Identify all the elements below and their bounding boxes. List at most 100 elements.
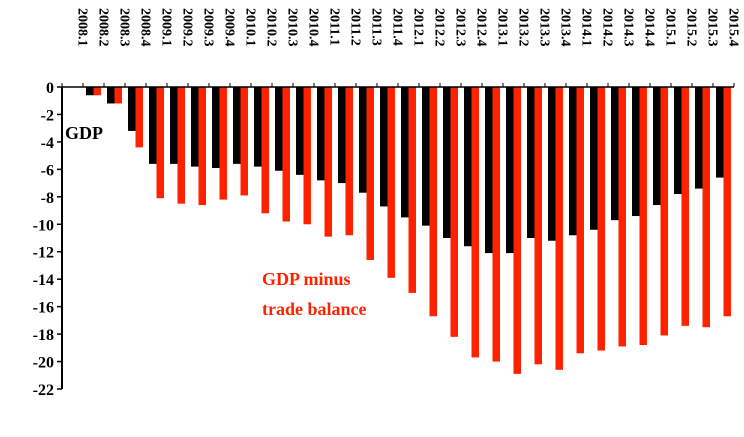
x-tick-label-2008.1: 2008.1: [75, 8, 90, 47]
gdp-minus-trade-balance-bar-2009.2: [177, 87, 185, 204]
gdp-bar-2012.3: [443, 87, 451, 238]
gdp-minus-trade-balance-bar-2012.1: [408, 87, 416, 293]
gdp-bar-2013.2: [506, 87, 514, 254]
gdp-bar-2010.3: [275, 87, 283, 171]
gdp-bar-2011.2: [338, 87, 346, 184]
gdp-minus-trade-balance-bar-2008.3: [114, 87, 122, 104]
gdp-series-annotation: GDP: [65, 123, 103, 143]
x-tick-label-2009.2: 2009.2: [180, 8, 195, 47]
gdp-minus-trade-balance-bar-2013.4: [555, 87, 563, 370]
gdp-bar-2010.1: [233, 87, 241, 164]
gdp-minus-trade-balance-bar-2015.1: [660, 87, 668, 336]
y-tick-label: -6: [41, 162, 54, 179]
x-tick-label-2009.3: 2009.3: [201, 8, 216, 47]
x-tick-label-2015.3: 2015.3: [705, 8, 720, 47]
x-tick-label-2008.2: 2008.2: [96, 8, 111, 47]
gdp-bar-2014.4: [632, 87, 640, 217]
gdp-minus-trade-balance-bar-2010.3: [282, 87, 290, 222]
gdp-bar-2008.3: [107, 87, 115, 104]
gdp-bar-2013.4: [548, 87, 556, 241]
gdp-bar-2011.4: [380, 87, 388, 207]
gdp-bar-2008.2: [86, 87, 94, 96]
x-tick-label-2011.2: 2011.2: [348, 8, 363, 46]
gdp-minus-trade-balance-bar-2009.3: [198, 87, 206, 206]
gdp-minus-trade-balance-bar-2015.2: [681, 87, 689, 326]
gdp-bar-2015.4: [716, 87, 724, 178]
y-tick-label: -14: [33, 272, 54, 289]
gdp-minus-trade-balance-bar-2013.3: [534, 87, 542, 365]
gdp-minus-trade-balance-bar-2009.1: [156, 87, 164, 199]
gdp-minus-trade-balance-bar-2011.1: [324, 87, 332, 237]
gdp-minus-trade-balance-bar-2011.2: [345, 87, 353, 236]
gdp-minus-trade-balance-annotation-line2: trade balance: [262, 299, 366, 319]
gdp-bar-2009.3: [191, 87, 199, 167]
x-tick-label-2013.1: 2013.1: [495, 8, 510, 47]
y-tick-label: 0: [46, 80, 54, 97]
gdp-bar-2012.1: [401, 87, 409, 218]
gdp-minus-trade-balance-bar-2011.3: [366, 87, 374, 260]
gdp-minus-trade-balance-bar-2015.4: [723, 87, 731, 317]
gdp-bar-2012.4: [464, 87, 472, 247]
y-tick-label: -4: [41, 135, 54, 152]
gdp-minus-trade-balance-bar-2010.1: [240, 87, 248, 196]
gdp-bar-2009.2: [170, 87, 178, 164]
gdp-bar-2012.2: [422, 87, 430, 226]
gdp-bar-2013.1: [485, 87, 493, 254]
y-tick-label: -10: [33, 217, 54, 234]
gdp-minus-trade-balance-bar-2014.3: [618, 87, 626, 347]
x-tick-label-2015.2: 2015.2: [684, 8, 699, 47]
gdp-bar-2011.1: [317, 87, 325, 181]
gdp-bar-2010.4: [296, 87, 304, 175]
gdp-bar-2010.2: [254, 87, 262, 167]
x-tick-label-2011.3: 2011.3: [369, 8, 384, 46]
gdp-minus-trade-balance-bar-2012.3: [450, 87, 458, 337]
x-tick-label-2010.1: 2010.1: [243, 8, 258, 47]
x-tick-label-2015.4: 2015.4: [726, 8, 741, 47]
gdp-bar-2009.1: [149, 87, 157, 164]
gdp-minus-trade-balance-bar-2008.4: [135, 87, 143, 148]
gdp-bar-2013.3: [527, 87, 535, 238]
x-tick-label-2013.3: 2013.3: [537, 8, 552, 47]
gdp-bar-2011.3: [359, 87, 367, 193]
gdp-minus-trade-balance-bar-2011.4: [387, 87, 395, 278]
x-tick-label-2012.2: 2012.2: [432, 8, 447, 47]
x-tick-label-2014.3: 2014.3: [621, 8, 636, 47]
gdp-minus-trade-balance-bar-2008.2: [93, 87, 101, 96]
x-tick-label-2009.1: 2009.1: [159, 8, 174, 47]
gdp-bar-2015.2: [674, 87, 682, 195]
x-tick-label-2012.4: 2012.4: [474, 8, 489, 47]
gdp-minus-trade-balance-bar-2012.2: [429, 87, 437, 317]
y-tick-label: -22: [33, 382, 54, 399]
y-tick-label: -8: [41, 190, 54, 207]
gdp-minus-trade-balance-bar-2010.2: [261, 87, 269, 214]
gdp-minus-trade-balance-bar-2015.3: [702, 87, 710, 328]
gdp-minus-trade-balance-annotation-line1: GDP minus: [262, 269, 351, 289]
gdp-bar-2015.3: [695, 87, 703, 189]
gdp-bar-2014.3: [611, 87, 619, 221]
y-tick-label: -18: [33, 327, 54, 344]
x-tick-label-2014.1: 2014.1: [579, 8, 594, 47]
gdp-minus-trade-balance-bar-2014.2: [597, 87, 605, 351]
gdp-bar-2009.4: [212, 87, 220, 168]
gdp-minus-trade-balance-bar-2014.4: [639, 87, 647, 346]
gdp-minus-trade-balance-bar-2009.4: [219, 87, 227, 200]
gdp-minus-trade-balance-bar-2010.4: [303, 87, 311, 225]
x-tick-label-2012.1: 2012.1: [411, 8, 426, 47]
x-tick-label-2013.2: 2013.2: [516, 8, 531, 47]
y-tick-label: -16: [33, 300, 54, 317]
gdp-bar-2008.4: [128, 87, 136, 131]
x-tick-label-2008.4: 2008.4: [138, 8, 153, 47]
x-tick-label-2011.1: 2011.1: [327, 8, 342, 46]
gdp-bar-2014.2: [590, 87, 598, 230]
gdp-minus-trade-balance-bar-2013.1: [492, 87, 500, 362]
x-tick-label-2013.4: 2013.4: [558, 8, 573, 47]
y-tick-label: -20: [33, 355, 54, 372]
x-tick-label-2014.4: 2014.4: [642, 8, 657, 47]
x-tick-label-2014.2: 2014.2: [600, 8, 615, 47]
x-tick-label-2010.2: 2010.2: [264, 8, 279, 47]
y-tick-label: -2: [41, 107, 54, 124]
gdp-bar-2015.1: [653, 87, 661, 206]
x-tick-label-2015.1: 2015.1: [663, 8, 678, 47]
